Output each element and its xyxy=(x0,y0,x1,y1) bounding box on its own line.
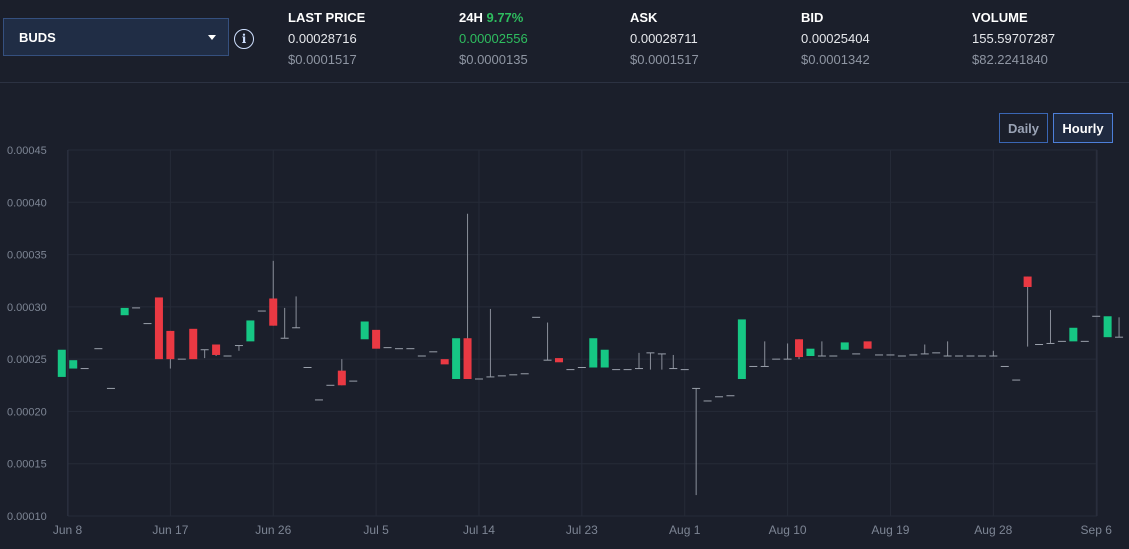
x-tick-label: Jun 26 xyxy=(255,523,291,537)
candle-body-up xyxy=(360,321,369,340)
y-tick-label: 0.00030 xyxy=(7,302,47,314)
x-tick-label: Jul 23 xyxy=(566,523,598,537)
candle-body-up xyxy=(806,348,815,357)
y-tick-label: 0.00015 xyxy=(7,459,47,471)
candle-body-down xyxy=(154,297,163,360)
stat-label: BID xyxy=(801,10,824,25)
candle-body-down xyxy=(463,338,472,380)
candle-body-up xyxy=(120,307,129,316)
y-tick-label: 0.00025 xyxy=(7,354,47,366)
stat-last-price: LAST PRICE 0.00028716 $0.0001517 xyxy=(288,10,365,67)
daily-button[interactable]: Daily xyxy=(999,113,1048,143)
stat-label-text: 24H xyxy=(459,10,483,25)
candle-body-down xyxy=(863,341,872,349)
stat-usd: $0.0000135 xyxy=(459,52,528,67)
market-header: BUDS i LAST PRICE 0.00028716 $0.0001517 … xyxy=(0,0,1129,83)
x-tick-label: Aug 1 xyxy=(669,523,701,537)
candle-body-up xyxy=(840,342,849,350)
x-axis: Jun 8 Jun 17 Jun 26 Jul 5 Jul 14 Jul 23 Aug 1 A… xyxy=(53,523,1112,537)
change-percent: 9.77% xyxy=(486,10,524,25)
info-icon[interactable]: i xyxy=(234,29,254,49)
stat-usd: $0.0001517 xyxy=(288,52,357,67)
candle-body-up xyxy=(737,319,746,380)
chart-grid xyxy=(67,149,1098,517)
y-tick-label: 0.00040 xyxy=(7,197,47,209)
stat-value: 0.00028716 xyxy=(288,31,357,46)
stat-bid: BID 0.00025404 $0.0001342 xyxy=(801,10,870,67)
stat-label: VOLUME xyxy=(972,10,1028,25)
candle-body-down xyxy=(337,370,346,386)
market-selector[interactable]: BUDS xyxy=(3,18,229,56)
candle-body-down xyxy=(440,359,449,365)
stat-value: 0.00025404 xyxy=(801,31,870,46)
candle-body-down xyxy=(166,330,175,360)
y-tick-label: 0.00010 xyxy=(7,511,47,523)
stat-usd: $0.0001517 xyxy=(630,52,699,67)
stat-value: 0.00028711 xyxy=(630,31,698,46)
candle-body-up xyxy=(452,338,461,380)
stat-label: 24H 9.77% xyxy=(459,10,528,26)
stat-usd: $82.2241840 xyxy=(972,52,1048,67)
x-tick-label: Aug 28 xyxy=(974,523,1012,537)
candle-body-up xyxy=(600,349,609,368)
stat-ask: ASK 0.00028711 $0.0001517 xyxy=(630,10,699,67)
candle-body-down xyxy=(1023,276,1032,287)
candles xyxy=(57,213,1124,496)
y-axis: 0.00010 0.00015 0.00020 0.00025 0.00030 0.000… xyxy=(7,145,47,523)
x-tick-label: Aug 10 xyxy=(769,523,807,537)
stat-volume: VOLUME 155.59707287 $82.2241840 xyxy=(972,10,1055,67)
candle-body-down xyxy=(269,298,278,326)
x-tick-label: Jul 5 xyxy=(363,523,389,537)
candle-body-down xyxy=(795,339,804,358)
market-selector-label: BUDS xyxy=(19,29,56,45)
y-tick-label: 0.00020 xyxy=(7,406,47,418)
caret-down-icon xyxy=(208,34,216,40)
x-tick-label: Sep 6 xyxy=(1081,523,1113,537)
candle-body-up xyxy=(589,338,598,368)
y-tick-label: 0.00035 xyxy=(7,250,47,262)
stat-label: ASK xyxy=(630,10,658,25)
candle-body-up xyxy=(246,320,255,342)
x-tick-label: Jun 8 xyxy=(53,523,83,537)
x-tick-label: Jun 17 xyxy=(152,523,188,537)
stat-label: LAST PRICE xyxy=(288,10,366,25)
candle-body-down xyxy=(554,358,563,363)
candle-body-up xyxy=(57,349,66,377)
x-tick-label: Aug 19 xyxy=(871,523,909,537)
stat-value: 155.59707287 xyxy=(972,31,1056,46)
y-tick-label: 0.00045 xyxy=(7,145,47,157)
candle-body-up xyxy=(1103,316,1112,338)
candle-body-down xyxy=(189,328,198,360)
stat-value: 0.00002556 xyxy=(459,31,528,46)
x-tick-label: Jul 14 xyxy=(463,523,495,537)
candle-body-down xyxy=(212,344,221,355)
stat-24h-change: 24H 9.77% 0.00002556 $0.0000135 xyxy=(459,10,528,67)
candle-body-up xyxy=(69,360,78,369)
candle-body-up xyxy=(1069,327,1078,342)
stat-usd: $0.0001342 xyxy=(801,52,870,67)
hourly-button[interactable]: Hourly xyxy=(1053,113,1113,143)
candle-body-down xyxy=(372,329,381,349)
